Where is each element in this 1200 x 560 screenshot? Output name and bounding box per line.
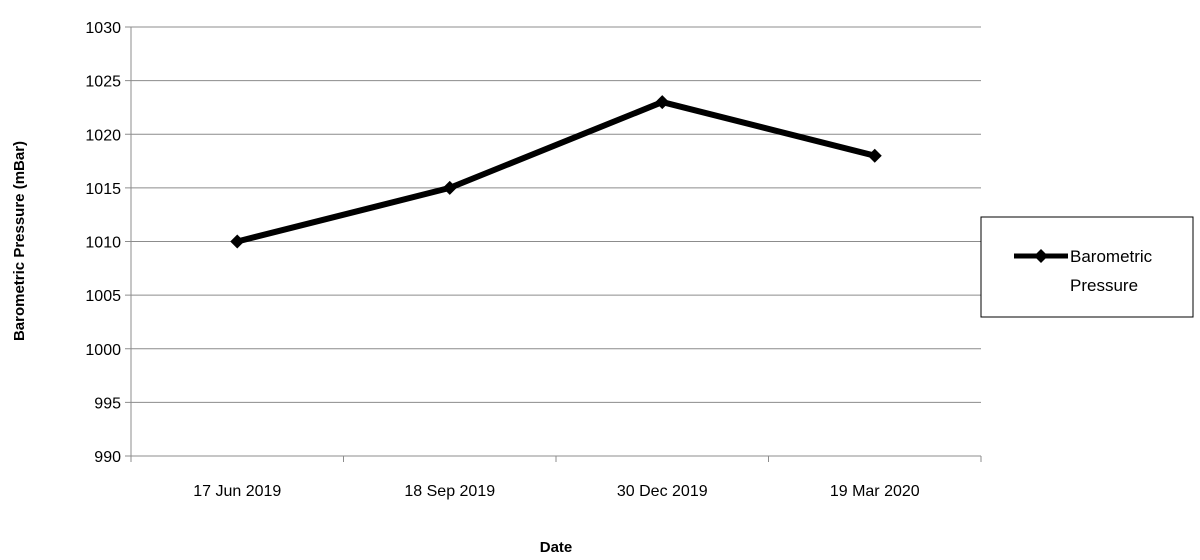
data-point-marker	[867, 148, 882, 163]
y-axis-ticks: 990 995 1000 1005 1010 1015 1020 1025 1030	[85, 20, 131, 466]
y-tick-label: 1020	[85, 127, 121, 144]
y-tick-label: 1005	[85, 288, 121, 305]
y-tick-label: 1015	[85, 181, 121, 198]
x-tick-label: 17 Jun 2019	[193, 483, 281, 500]
y-tick-label: 1010	[85, 235, 121, 252]
data-point-marker	[230, 234, 245, 249]
x-axis-title: Date	[540, 539, 573, 556]
x-axis-ticks: 17 Jun 2019 18 Sep 2019 30 Dec 2019 19 Mar …	[130, 456, 982, 500]
x-tick-label: 18 Sep 2019	[404, 483, 495, 500]
series-layer	[230, 95, 882, 249]
y-tick-label: 1025	[85, 74, 121, 91]
data-point-marker	[442, 180, 457, 195]
legend-box	[980, 216, 1194, 318]
legend-label: Barometric Pressure	[1070, 247, 1157, 295]
y-axis-title: Barometric Pressure (mBar)	[11, 141, 28, 341]
gridlines	[131, 26, 981, 403]
y-tick-label: 995	[94, 395, 121, 412]
data-point-marker	[655, 95, 670, 110]
y-tick-label: 1000	[85, 342, 121, 359]
y-tick-label: 990	[94, 449, 121, 466]
legend: Barometric Pressure	[980, 216, 1194, 318]
y-tick-label: 1030	[85, 20, 121, 37]
legend-marker-diamond	[1034, 249, 1048, 263]
x-tick-label: 30 Dec 2019	[617, 483, 708, 500]
series-line	[234, 99, 878, 245]
x-tick-label: 19 Mar 2020	[830, 483, 920, 500]
